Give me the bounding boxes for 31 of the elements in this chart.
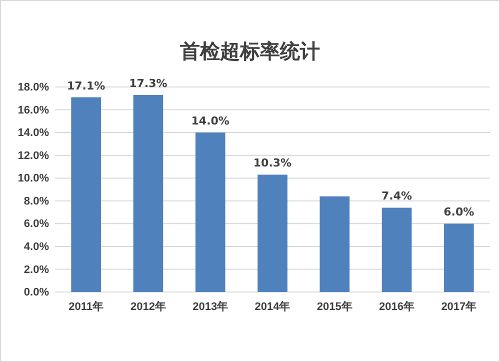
bar	[258, 174, 288, 292]
y-tick-label: 2.0%	[24, 264, 50, 276]
y-tick-label: 12.0%	[18, 150, 50, 162]
data-label: 17.1%	[66, 79, 106, 92]
bar	[195, 132, 226, 292]
y-tick-label: 16.0%	[18, 104, 50, 116]
data-label: 10.3%	[253, 156, 292, 170]
x-tick-label: 2011年	[68, 300, 104, 313]
y-tick-label: 14.0%	[18, 127, 50, 140]
x-tick-label: 2015年	[316, 300, 352, 313]
x-tick-label: 2012年	[130, 300, 166, 313]
y-tick-label: 18.0%	[18, 82, 50, 94]
bar	[320, 196, 350, 292]
data-label: 6.0%	[444, 206, 474, 219]
y-tick-label: 0.0%	[24, 286, 50, 299]
y-tick-label: 10.0%	[18, 172, 50, 185]
bar	[444, 224, 474, 292]
bar	[382, 208, 412, 292]
x-tick-label: 2016年	[379, 300, 415, 313]
bar	[71, 97, 101, 292]
x-tick-label: 2017年	[441, 300, 477, 313]
data-label: 14.0%	[191, 114, 230, 128]
bar	[133, 94, 164, 292]
chart-title: 首检超标率统计	[179, 39, 320, 63]
data-label: 17.3%	[129, 76, 168, 90]
x-tick-label: 2014年	[254, 300, 290, 313]
y-tick-label: 8.0%	[24, 195, 50, 208]
data-label: 7.4%	[382, 190, 412, 203]
y-tick-label: 4.0%	[24, 240, 50, 253]
x-tick-label: 2013年	[192, 300, 228, 313]
y-tick-label: 6.0%	[24, 218, 50, 230]
